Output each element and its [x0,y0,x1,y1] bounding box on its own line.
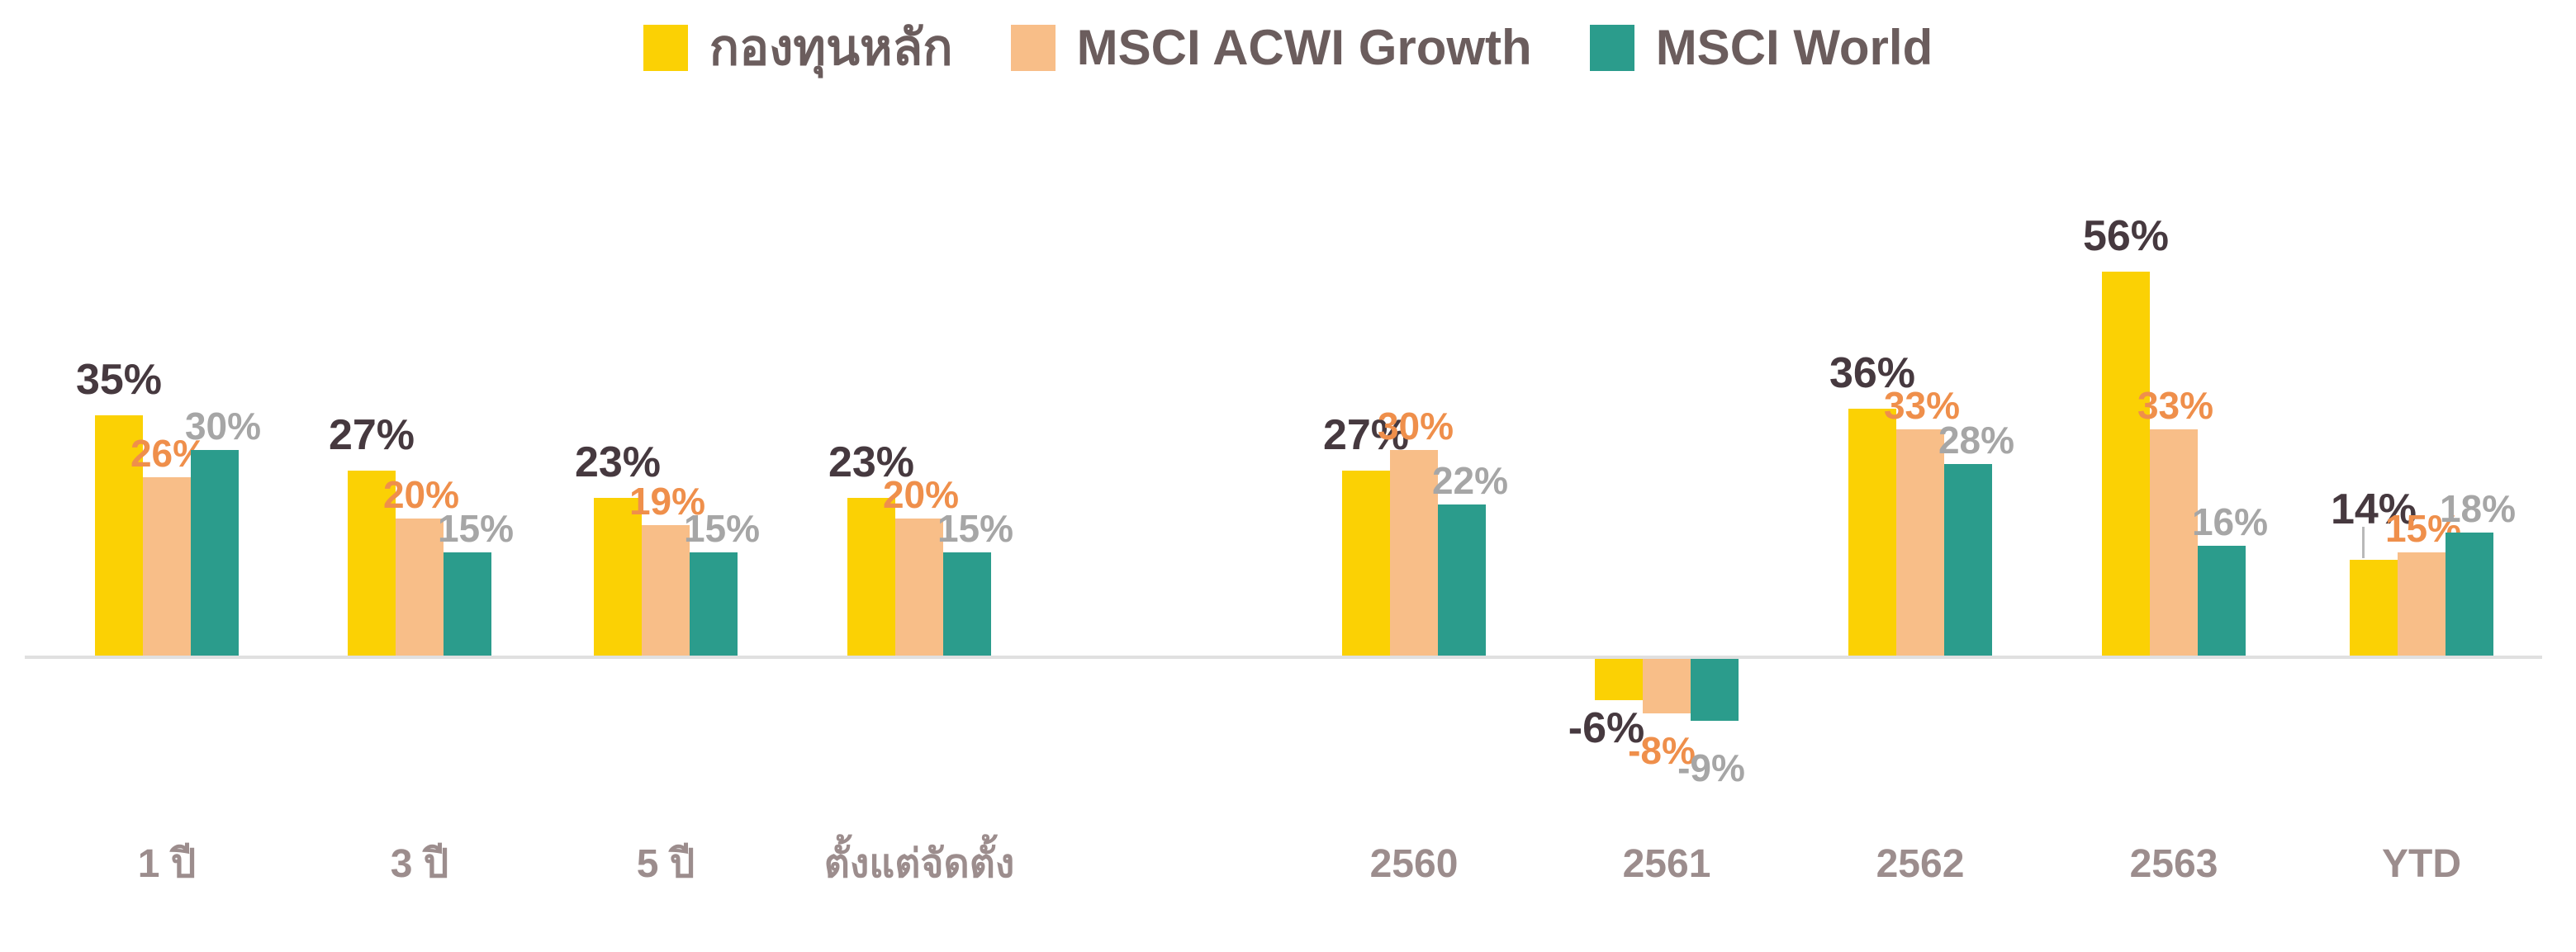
bar-g2-s1 [642,525,690,656]
legend-item-0: กองทุนหลัก [643,23,953,73]
bar-g5-s1 [1643,659,1691,713]
bar-g3-s0 [847,498,895,656]
value-label-g2-s1: 19% [629,480,706,523]
value-label-g6-s1: 33% [1883,384,1961,427]
value-label-g7-s2: 16% [2191,500,2269,543]
value-label-g3-s2: 15% [937,507,1014,550]
bar-g0-s1 [143,477,191,656]
value-label-g3-s0: 23% [828,438,915,486]
bar-g1-s1 [396,519,444,656]
legend-label: MSCI ACWI Growth [1076,20,1532,75]
legend-swatch-icon [1010,25,1056,71]
legend-item-2: MSCI World [1589,20,1933,75]
bar-g6-s0 [1848,409,1896,656]
legend-swatch-icon [1589,25,1634,71]
bar-g8-s0 [2350,560,2398,656]
bar-g2-s0 [594,498,642,656]
value-label-g2-s0: 23% [574,438,662,486]
bar-g3-s2 [943,552,991,656]
x-axis-label-g4: 2560 [1369,842,1459,886]
value-label-g5-s0: -6% [1568,704,1645,752]
value-label-g8-s0: 14% [2330,485,2417,533]
x-axis-label-g6: 2562 [1876,842,1965,886]
bar-g1-s0 [348,471,396,656]
x-axis-label-g0: 1 ปี [137,842,197,886]
bar-g1-s2 [444,552,491,656]
bar-g4-s0 [1342,471,1390,656]
value-label-g1-s0: 27% [328,411,415,459]
value-label-g7-s0: 56% [2082,212,2170,260]
value-label-g0-s0: 35% [75,356,163,404]
bar-g6-s2 [1944,464,1992,656]
value-label-g1-s1: 20% [382,473,460,516]
label-leader-line [2362,527,2365,558]
legend-item-1: MSCI ACWI Growth [1010,20,1532,75]
x-axis-label-g3: ตั้งแต่จัดตั้ง [823,842,1015,886]
x-axis-label-g2: 5 ปี [636,842,695,886]
legend-label: MSCI World [1655,20,1933,75]
value-label-g1-s2: 15% [437,507,515,550]
bar-g8-s2 [2446,533,2493,656]
value-label-g3-s1: 20% [882,473,960,516]
bar-g8-s1 [2398,552,2446,656]
bar-g2-s2 [690,552,738,656]
bar-g0-s2 [191,450,239,656]
bar-g4-s1 [1390,450,1438,656]
value-label-g6-s2: 28% [1938,419,2015,462]
x-axis-line [25,656,2542,659]
bar-g6-s1 [1896,429,1944,656]
value-label-g8-s2: 18% [2439,487,2517,530]
bar-g0-s0 [95,415,143,656]
value-label-g4-s1: 30% [1377,405,1454,448]
value-label-g4-s0: 27% [1322,411,1410,459]
bar-g7-s0 [2102,272,2150,656]
x-axis-label-g5: 2561 [1622,842,1711,886]
x-axis-label-g7: 2563 [2129,842,2218,886]
x-axis-label-g8: YTD [2382,842,2461,886]
bar-g4-s2 [1438,504,1486,656]
value-label-g7-s1: 33% [2137,384,2214,427]
bar-g5-s0 [1595,659,1643,700]
bar-g5-s2 [1691,659,1739,721]
bar-g3-s1 [895,519,943,656]
value-label-g2-s2: 15% [683,507,761,550]
value-label-g5-s1: -8% [1628,729,1696,772]
x-axis-label-g1: 3 ปี [390,842,449,886]
legend: กองทุนหลัก MSCI ACWI Growth MSCI World [0,23,2576,73]
value-label-g0-s2: 30% [184,405,262,448]
bar-g7-s2 [2198,546,2246,656]
legend-swatch-icon [643,25,688,71]
value-label-g4-s2: 22% [1431,459,1509,502]
legend-label: กองทุนหลัก [709,20,953,75]
bar-g7-s1 [2150,429,2198,656]
value-label-g5-s2: -9% [1677,746,1745,789]
value-label-g6-s0: 36% [1829,349,1916,397]
